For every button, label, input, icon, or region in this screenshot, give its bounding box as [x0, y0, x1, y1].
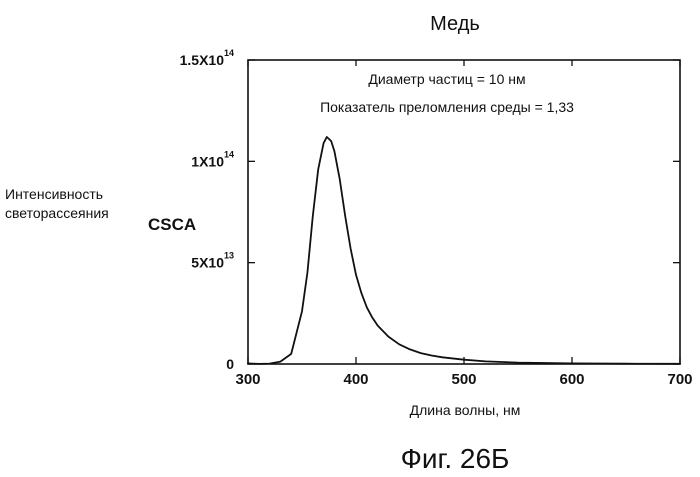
y-axis-symbol: CSCA: [148, 215, 196, 234]
y-tick-label: 0: [226, 356, 234, 372]
x-tick-label: 700: [667, 371, 692, 388]
x-tick-label: 500: [451, 371, 476, 388]
y-axis-label-line-2: светорассеяния: [5, 205, 109, 221]
figure-caption: Фиг. 26Б: [401, 443, 510, 474]
x-tick-label: 400: [343, 371, 368, 388]
y-tick-label: 5X1013: [191, 251, 234, 271]
annotation-particle-diameter: Диаметр частиц = 10 нм: [368, 71, 525, 87]
x-axis-label: Длина волны, нм: [410, 402, 521, 418]
x-tick-label: 600: [559, 371, 584, 388]
y-tick-label: 1X1014: [191, 149, 234, 169]
chart-title: Медь: [430, 13, 480, 35]
x-tick-label: 300: [235, 371, 260, 388]
series-line: [248, 137, 680, 364]
curve-layer: [248, 137, 680, 364]
y-axis-label-line-1: Интенсивность: [5, 186, 103, 202]
annotation-refractive-index: Показатель преломления среды = 1,33: [320, 99, 574, 115]
y-tick-label: 1.5X1014: [180, 48, 234, 68]
